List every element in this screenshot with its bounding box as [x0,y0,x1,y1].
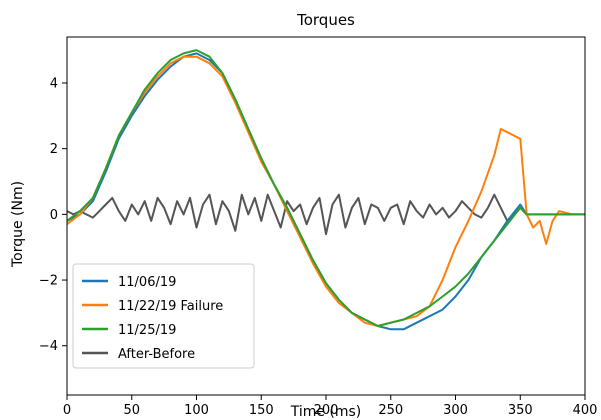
series-line-2 [67,49,585,327]
legend-label: 11/22/19 Failure [118,299,223,314]
x-tick-label: 400 [573,403,598,418]
legend-label: After-Before [118,347,195,362]
axes-layer: 0 50 100 150 200 250 300 350 400 −4 −2 0 2 4 [39,36,598,418]
series-line-1 [67,55,585,327]
x-axis-label: Time (ms) [290,404,362,420]
y-tick-label: −2 [39,274,58,289]
x-tick-label: 300 [443,403,468,418]
y-axis-label: Torque (Nm) [10,181,26,268]
series-layer [67,49,585,331]
series-line-3 [67,193,528,236]
legend-box [72,263,255,369]
x-tick-label: 200 [314,403,339,418]
legend: 11/06/19 11/22/19 Failure 11/25/19 After-Be… [72,263,255,369]
x-tick-label: 350 [508,403,533,418]
y-tick-label: 4 [50,76,58,91]
y-tick-label: 0 [50,208,58,223]
y-tick-label: 2 [50,142,58,157]
legend-label: 11/25/19 [118,323,176,338]
x-tick-label: 250 [378,403,403,418]
legend-label: 11/06/19 [118,275,176,290]
x-tick-label: 100 [184,403,209,418]
chart-title: Torques [296,11,355,29]
x-tick-label: 150 [249,403,274,418]
x-tick-label: 50 [123,403,140,418]
x-tick-label: 0 [63,403,71,418]
y-tick-label: −4 [39,339,58,354]
